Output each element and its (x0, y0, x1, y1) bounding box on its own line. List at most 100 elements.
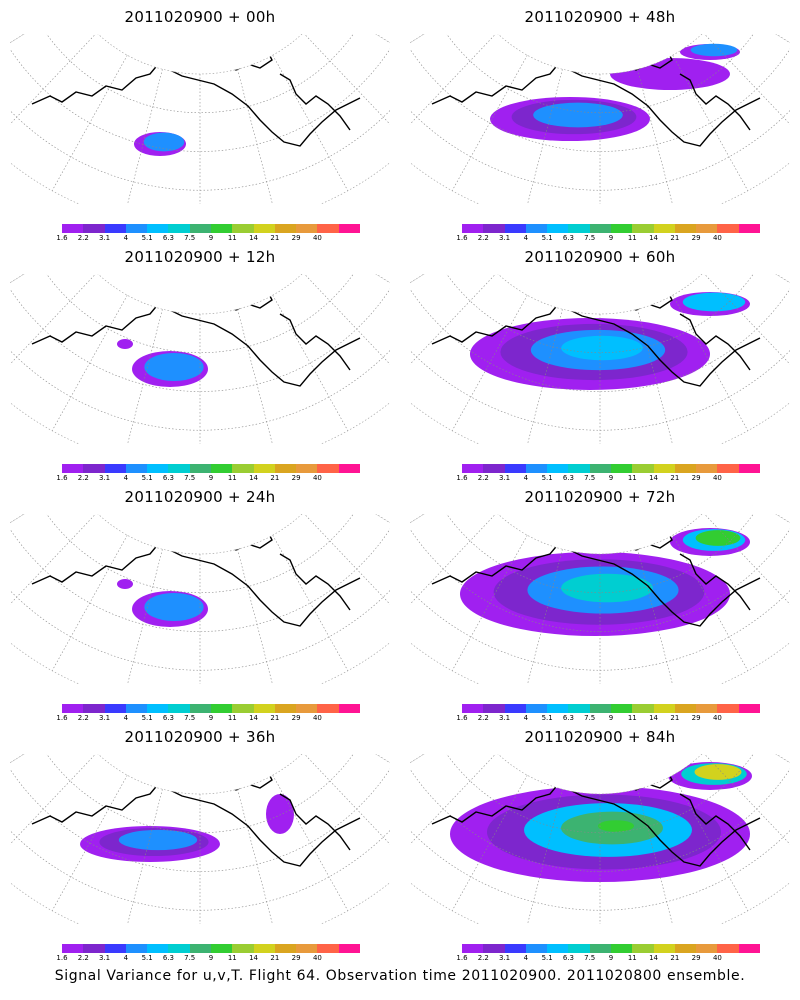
colorbar-swatch (104, 224, 126, 233)
colorbar-swatch (317, 464, 339, 473)
colorbar-swatch (83, 704, 105, 713)
colorbar-tick-label: 2.2 (77, 234, 89, 242)
map-border (10, 754, 390, 924)
colorbar-swatch (653, 464, 675, 473)
meridian-line (451, 295, 528, 431)
map-border (10, 34, 390, 204)
polar-map (410, 274, 790, 444)
colorbar-swatch (632, 464, 654, 473)
colorbar-tick-label: 1.6 (456, 234, 468, 242)
variance-contour (117, 339, 133, 349)
colorbar-swatch (147, 944, 169, 953)
coastline (208, 523, 273, 551)
colorbar-swatch (717, 944, 739, 953)
figure-caption: Signal Variance for u,v,T. Flight 64. Ob… (54, 968, 746, 984)
meridian-line (10, 34, 73, 86)
meridian-line (727, 34, 790, 86)
forecast-panel: 2011020900 + 60h 1.6 2.2 3.1 4 5.1 6.3 7.5 9 11 14… (400, 240, 800, 482)
colorbar-tick-label: 21 (670, 714, 680, 722)
forecast-panel: 2011020900 + 48h 1.6 2.2 3.1 4 5.1 6.3 7.5 9 11 14… (400, 0, 800, 242)
forecast-panel: 2011020900 + 36h 1.6 2.2 3.1 4 5.1 6.3 7.5 9 11 14… (0, 720, 400, 962)
coastline (431, 541, 761, 627)
colorbar-swatch (104, 464, 126, 473)
colorbar-tick-label: 2.2 (477, 714, 489, 722)
colorbar-labels: 1.6 2.2 3.1 4 5.1 6.3 7.5 9 11 14 21 29 40 (456, 234, 760, 244)
colorbar-tick-label: 5.1 (141, 234, 153, 242)
colorbar-swatch (338, 944, 360, 953)
colorbar-swatch (462, 944, 484, 953)
colorbar (62, 464, 360, 473)
colorbar-tick-label: 14 (249, 714, 259, 722)
colorbar-tick-label: 40 (312, 234, 322, 242)
colorbar-swatch (168, 464, 190, 473)
colorbar-tick-label: 21 (670, 474, 680, 482)
coastline (31, 781, 361, 867)
colorbar-swatch (717, 464, 739, 473)
map-border (410, 274, 790, 444)
meridian-line (327, 274, 390, 326)
colorbar-tick-label: 3.1 (498, 474, 511, 482)
meridian-line (327, 754, 390, 806)
meridian-line (272, 55, 349, 191)
coastline (279, 313, 351, 371)
colorbar-tick-label: 21 (270, 234, 280, 242)
colorbar-swatch (610, 944, 633, 953)
meridian-line (451, 535, 528, 671)
colorbar-tick-label: 29 (691, 234, 701, 242)
parallel-line (39, 34, 361, 114)
meridian-line (410, 514, 473, 566)
colorbar-tick-label: 5.1 (141, 954, 153, 962)
panel-title: 2011020900 + 84h (524, 728, 676, 746)
forecast-panel: 2011020900 + 84h 1.6 2.2 3.1 4 5.1 6.3 7.5 9 11 14… (400, 720, 800, 962)
colorbar-tick-label: 1.6 (56, 954, 68, 962)
colorbar-swatch (696, 704, 718, 713)
colorbar-swatch (296, 224, 318, 233)
coastline (608, 283, 673, 311)
meridian-line (410, 274, 473, 326)
meridian-line (10, 754, 73, 806)
colorbar-tick-label: 14 (649, 474, 659, 482)
colorbar (62, 224, 360, 233)
colorbar-swatch (610, 224, 633, 233)
parallel-line (10, 64, 390, 191)
coastline (279, 553, 351, 611)
colorbar-swatch (147, 464, 169, 473)
map-border (10, 274, 390, 444)
variance-contour (143, 132, 185, 152)
coastline (431, 781, 761, 867)
colorbar-tick-label: 3.1 (98, 234, 111, 242)
colorbar-labels: 1.6 2.2 3.1 4 5.1 6.3 7.5 9 11 14 21 29 40 (456, 954, 760, 964)
colorbar-tick-label: 11 (627, 714, 637, 722)
colorbar-swatch (610, 464, 633, 473)
polar-map (10, 34, 390, 204)
colorbar-swatch (525, 224, 548, 233)
colorbar-swatch (738, 224, 760, 233)
colorbar-swatch (62, 704, 84, 713)
colorbar-swatch (253, 464, 275, 473)
meridian-line (10, 514, 97, 626)
colorbar-tick-label: 9 (608, 714, 614, 722)
colorbar-swatch (589, 224, 611, 233)
forecast-panel: 2011020900 + 12h 1.6 2.2 3.1 4 5.1 6.3 7.5 9 11 14… (0, 240, 400, 482)
colorbar-tick-label: 7.5 (184, 234, 196, 242)
colorbar-swatch (62, 944, 84, 953)
colorbar-tick-label: 4 (123, 234, 129, 242)
colorbar-swatch (125, 704, 148, 713)
colorbar-tick-label: 1.6 (456, 954, 468, 962)
colorbar-swatch (317, 704, 339, 713)
colorbar-swatch (210, 704, 233, 713)
colorbar-tick-label: 7.5 (184, 954, 196, 962)
colorbar-swatch (125, 224, 148, 233)
colorbar-swatch (317, 944, 339, 953)
colorbar-swatch (653, 224, 675, 233)
colorbar-swatch (274, 464, 297, 473)
colorbar-swatch (717, 224, 739, 233)
colorbar-swatch (674, 704, 697, 713)
colorbar-tick-label: 3.1 (498, 234, 511, 242)
colorbar-tick-label: 5.1 (541, 474, 553, 482)
colorbar-labels: 1.6 2.2 3.1 4 5.1 6.3 7.5 9 11 14 21 29 40 (56, 954, 360, 964)
parallel-line (10, 304, 390, 431)
colorbar-tick-label: 29 (691, 954, 701, 962)
parallel-line (10, 544, 390, 671)
meridian-line (10, 274, 97, 386)
